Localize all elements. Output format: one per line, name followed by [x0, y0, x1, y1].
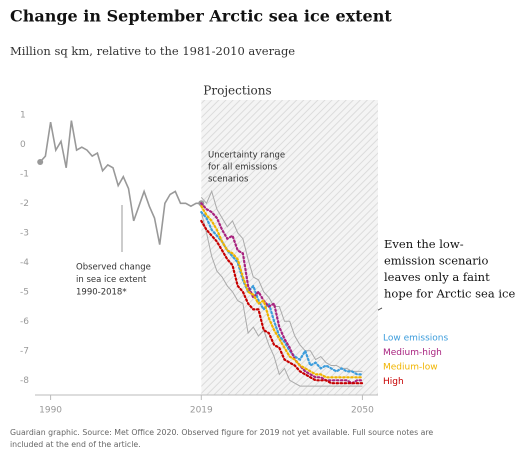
x-tick-label: 2050	[351, 406, 374, 416]
source-note: included at the end of the article.	[10, 440, 141, 449]
headline-annotation: leaves only a faint	[384, 270, 490, 284]
uncertainty-upper	[200, 189, 363, 372]
x-tick-label: 2019	[190, 406, 213, 416]
headline-annotation: Even the low-	[384, 237, 464, 251]
observed-endpoint	[37, 158, 44, 165]
y-tick-label: -7	[20, 346, 29, 356]
y-tick-label: -5	[20, 287, 29, 297]
projection-label: Projections	[203, 84, 271, 98]
source-note: Guardian graphic. Source: Met Office 202…	[10, 428, 433, 437]
y-tick-label: -8	[20, 376, 29, 386]
headline-annotation: emission scenario	[384, 254, 488, 268]
x-tick-label: 1990	[39, 406, 62, 416]
observed-line	[39, 120, 202, 245]
y-tick-label: -1	[20, 169, 29, 179]
headline-annotation: hope for Arctic sea ice	[384, 287, 515, 301]
y-tick-label: 0	[20, 140, 26, 150]
projection-line	[200, 219, 364, 385]
y-tick-label: -2	[20, 199, 29, 209]
chart-title: Change in September Arctic sea ice exten…	[10, 7, 392, 26]
annotation: Observed change	[76, 263, 151, 273]
chart-subtitle: Million sq km, relative to the 1981-2010…	[10, 44, 295, 58]
y-tick-label: -4	[20, 258, 29, 268]
y-tick-label: -3	[20, 228, 29, 238]
uncertainty-lower	[200, 211, 363, 387]
annotation: scenarios	[208, 175, 249, 185]
projection-line	[200, 205, 364, 379]
projection-line	[200, 202, 364, 385]
legend-label: Medium-high	[383, 348, 442, 358]
annotation: in sea ice extent	[76, 275, 147, 285]
legend-label: Low emissions	[383, 334, 448, 344]
legend-label: Medium-low	[383, 363, 438, 373]
legend-label: High	[383, 377, 404, 387]
y-tick-label: 1	[20, 110, 26, 120]
annotation: 1990-2018*	[76, 288, 127, 298]
annotation: Uncertainty range	[208, 151, 285, 161]
annotation: for all emissions	[208, 163, 278, 173]
y-tick-label: -6	[20, 317, 29, 327]
